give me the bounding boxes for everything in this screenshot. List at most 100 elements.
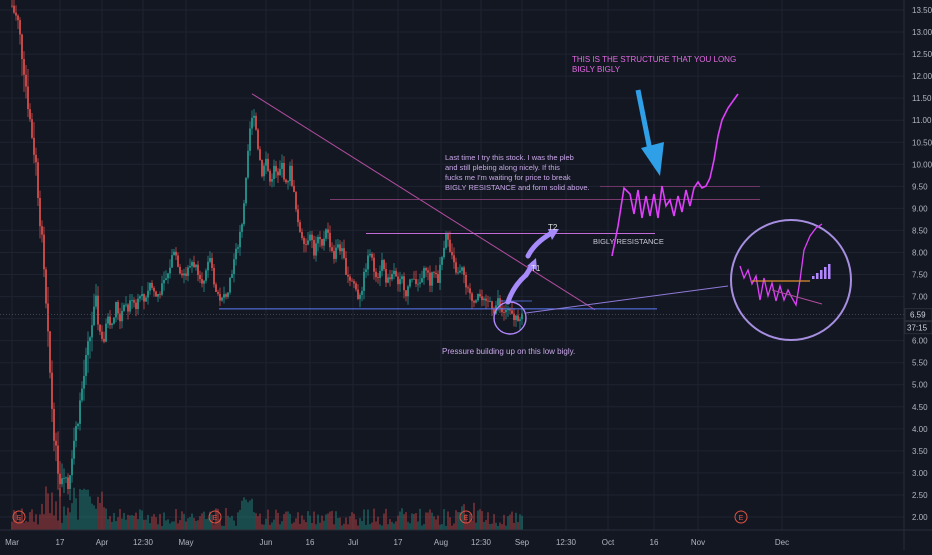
candle-body xyxy=(475,300,477,303)
volume-bar xyxy=(409,523,411,530)
candle-body xyxy=(87,341,89,356)
candle-body xyxy=(95,295,97,307)
candle-body xyxy=(489,301,491,303)
t1-label: T1 xyxy=(531,264,541,273)
candle-body xyxy=(255,115,257,130)
zoom-volume-bar xyxy=(828,264,831,279)
volume-bar xyxy=(63,506,65,530)
volume-bar xyxy=(267,509,269,530)
volume-bar xyxy=(27,521,29,530)
candle-body xyxy=(135,302,137,310)
volume-bar xyxy=(171,521,173,530)
volume-bar xyxy=(481,511,483,530)
volume-bar xyxy=(421,525,423,530)
x-tick-label: Sep xyxy=(515,538,530,547)
volume-bar xyxy=(93,505,95,530)
volume-bar xyxy=(503,514,505,530)
volume-bar xyxy=(519,514,521,530)
candle-body xyxy=(507,309,509,311)
volume-bar xyxy=(229,517,231,530)
candle-body xyxy=(71,458,73,476)
volume-bar xyxy=(355,519,357,530)
volume-bar xyxy=(417,521,419,530)
candle-body xyxy=(17,15,19,21)
volume-bar xyxy=(233,520,235,530)
candle-body xyxy=(283,162,285,180)
volume-bar xyxy=(359,518,361,530)
candle-body xyxy=(99,324,101,332)
volume-bar xyxy=(75,498,77,530)
volume-bar xyxy=(145,519,147,530)
volume-bar xyxy=(295,518,297,530)
volume-bar xyxy=(111,521,113,530)
zoom-connector xyxy=(525,285,729,314)
earnings-marker xyxy=(734,510,748,524)
candle-body xyxy=(55,440,57,446)
candle-body xyxy=(83,375,85,389)
volume-bar xyxy=(253,512,255,530)
candle-body xyxy=(499,298,501,308)
candle-body xyxy=(443,247,445,258)
candle-body xyxy=(79,400,81,424)
volume-bar xyxy=(105,508,107,530)
candle-body xyxy=(261,160,263,177)
candle-body xyxy=(407,286,409,297)
candle-body xyxy=(51,372,53,409)
t1-arrow xyxy=(505,272,529,305)
candle-body xyxy=(183,273,185,276)
candle-body xyxy=(289,165,291,182)
candle-body xyxy=(25,74,27,87)
candle-body xyxy=(199,274,201,280)
volume-bar xyxy=(321,515,323,530)
volume-bar xyxy=(189,517,191,530)
volume-bar xyxy=(143,519,145,530)
volume-bar xyxy=(259,513,261,530)
volume-bar xyxy=(451,525,453,530)
volume-bar xyxy=(23,522,25,530)
volume-bar xyxy=(153,514,155,530)
volume-bar xyxy=(353,513,355,530)
volume-bar xyxy=(17,521,19,530)
volume-bar xyxy=(107,519,109,530)
volume-bar xyxy=(361,521,363,530)
candle-body xyxy=(211,258,213,268)
x-tick-label: Aug xyxy=(434,538,448,547)
candle-body xyxy=(179,266,181,274)
candle-body xyxy=(355,283,357,290)
candle-body xyxy=(225,294,227,297)
candle-body xyxy=(423,268,425,279)
y-tick-label: 5.50 xyxy=(912,359,928,368)
volume-bar xyxy=(399,511,401,530)
candle-body xyxy=(177,255,179,267)
volume-bar xyxy=(313,511,315,530)
volume-bar xyxy=(411,513,413,530)
volume-bar xyxy=(175,509,177,530)
candle-body xyxy=(375,271,377,278)
blue-arrowhead xyxy=(641,142,664,176)
volume-bar xyxy=(499,522,501,530)
volume-bar xyxy=(43,514,45,530)
candle-body xyxy=(371,253,373,258)
volume-bar xyxy=(463,504,465,530)
volume-bar xyxy=(127,514,129,530)
volume-bar xyxy=(431,512,433,530)
candle-body xyxy=(41,226,43,235)
candle-body xyxy=(287,181,289,183)
candle-body xyxy=(161,283,163,295)
volume-bar xyxy=(303,519,305,530)
volume-bar xyxy=(391,521,393,530)
volume-bar xyxy=(25,520,27,530)
y-tick-label: 3.00 xyxy=(912,469,928,478)
volume-bar xyxy=(375,521,377,530)
volume-bar xyxy=(455,510,457,530)
candle-body xyxy=(337,244,339,248)
candle-body xyxy=(435,272,437,275)
volume-bar xyxy=(251,498,253,530)
candle-body xyxy=(193,262,195,268)
last-price-label: 6.59 xyxy=(910,311,926,320)
candle-body xyxy=(213,267,215,285)
candle-body xyxy=(457,272,459,274)
volume-bar xyxy=(369,524,371,530)
